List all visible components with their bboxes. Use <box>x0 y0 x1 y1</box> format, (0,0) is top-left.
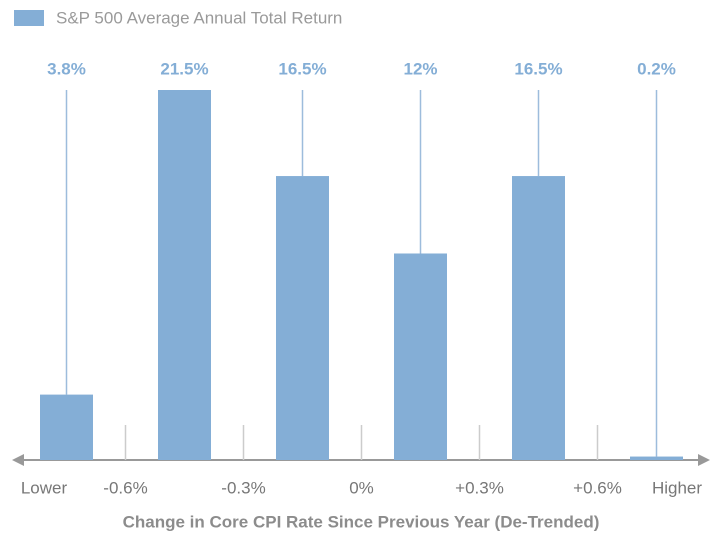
bar <box>40 394 93 460</box>
x-tick-label: Lower <box>21 478 68 497</box>
x-axis-title: Change in Core CPI Rate Since Previous Y… <box>123 512 600 531</box>
bar <box>512 176 565 460</box>
x-tick-label: -0.3% <box>221 478 265 497</box>
value-label: 0.2% <box>637 59 676 78</box>
value-label: 16.5% <box>278 59 326 78</box>
x-tick-label: -0.6% <box>103 478 147 497</box>
value-label: 12% <box>403 59 437 78</box>
bar <box>630 456 683 460</box>
value-label: 16.5% <box>514 59 562 78</box>
x-tick-label: Higher <box>652 478 702 497</box>
x-tick-label: +0.3% <box>455 478 504 497</box>
bar <box>276 176 329 460</box>
x-tick-label: 0% <box>349 478 374 497</box>
bar <box>158 90 211 460</box>
value-label: 21.5% <box>160 59 208 78</box>
bar <box>394 253 447 460</box>
legend-label: S&P 500 Average Annual Total Return <box>56 8 342 27</box>
value-label: 3.8% <box>47 59 86 78</box>
legend-swatch <box>14 10 44 26</box>
x-tick-label: +0.6% <box>573 478 622 497</box>
